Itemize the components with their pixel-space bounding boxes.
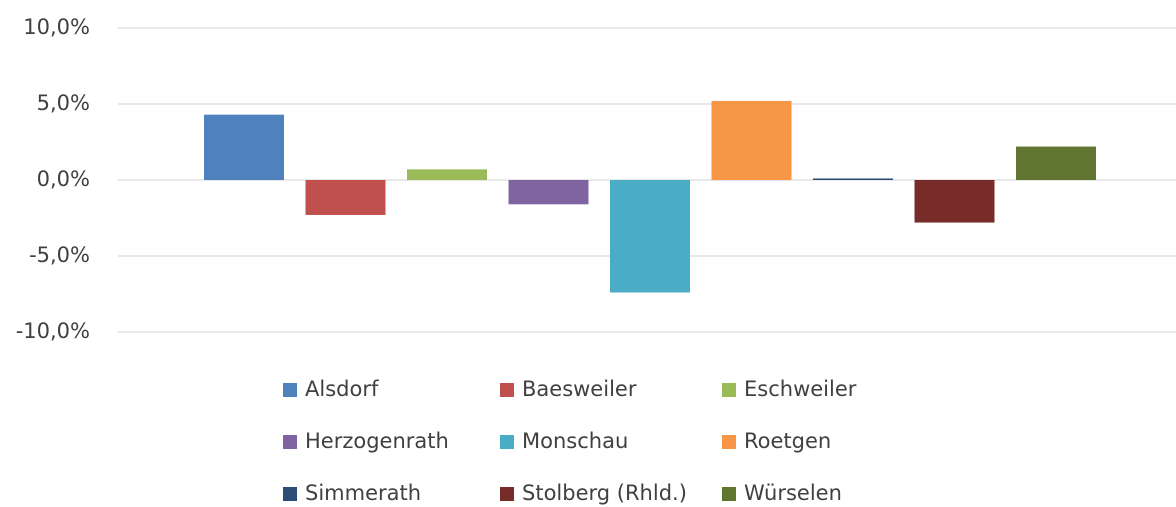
legend-label: Baesweiler	[522, 377, 637, 401]
legend-swatch	[283, 487, 297, 501]
legend-label: Herzogenrath	[305, 429, 449, 453]
bar	[508, 180, 589, 205]
legend-swatch	[722, 435, 736, 449]
bar	[204, 114, 284, 180]
bar	[407, 169, 487, 180]
legend-label: Simmerath	[305, 481, 421, 505]
y-tick-label: 10,0%	[23, 15, 90, 39]
legend-swatch	[722, 383, 736, 397]
legend-swatch	[500, 487, 514, 501]
bar	[813, 178, 893, 180]
y-tick-label: 0,0%	[37, 167, 90, 191]
legend-label: Stolberg (Rhld.)	[522, 481, 687, 505]
bar	[305, 180, 386, 215]
legend-swatch	[500, 435, 514, 449]
bar	[1016, 146, 1096, 180]
legend-label: Alsdorf	[305, 377, 379, 401]
bar	[914, 180, 995, 223]
legend-label: Würselen	[744, 481, 842, 505]
y-tick-label: 5,0%	[37, 91, 90, 115]
y-tick-label: -5,0%	[29, 243, 90, 267]
legend-swatch	[283, 435, 297, 449]
y-tick-label: -10,0%	[16, 319, 90, 343]
legend-swatch	[500, 383, 514, 397]
legend-swatch	[283, 383, 297, 397]
bar	[610, 180, 690, 293]
legend-label: Roetgen	[744, 429, 831, 453]
legend-label: Eschweiler	[744, 377, 857, 401]
bar	[711, 100, 792, 180]
legend-label: Monschau	[522, 429, 628, 453]
legend-swatch	[722, 487, 736, 501]
